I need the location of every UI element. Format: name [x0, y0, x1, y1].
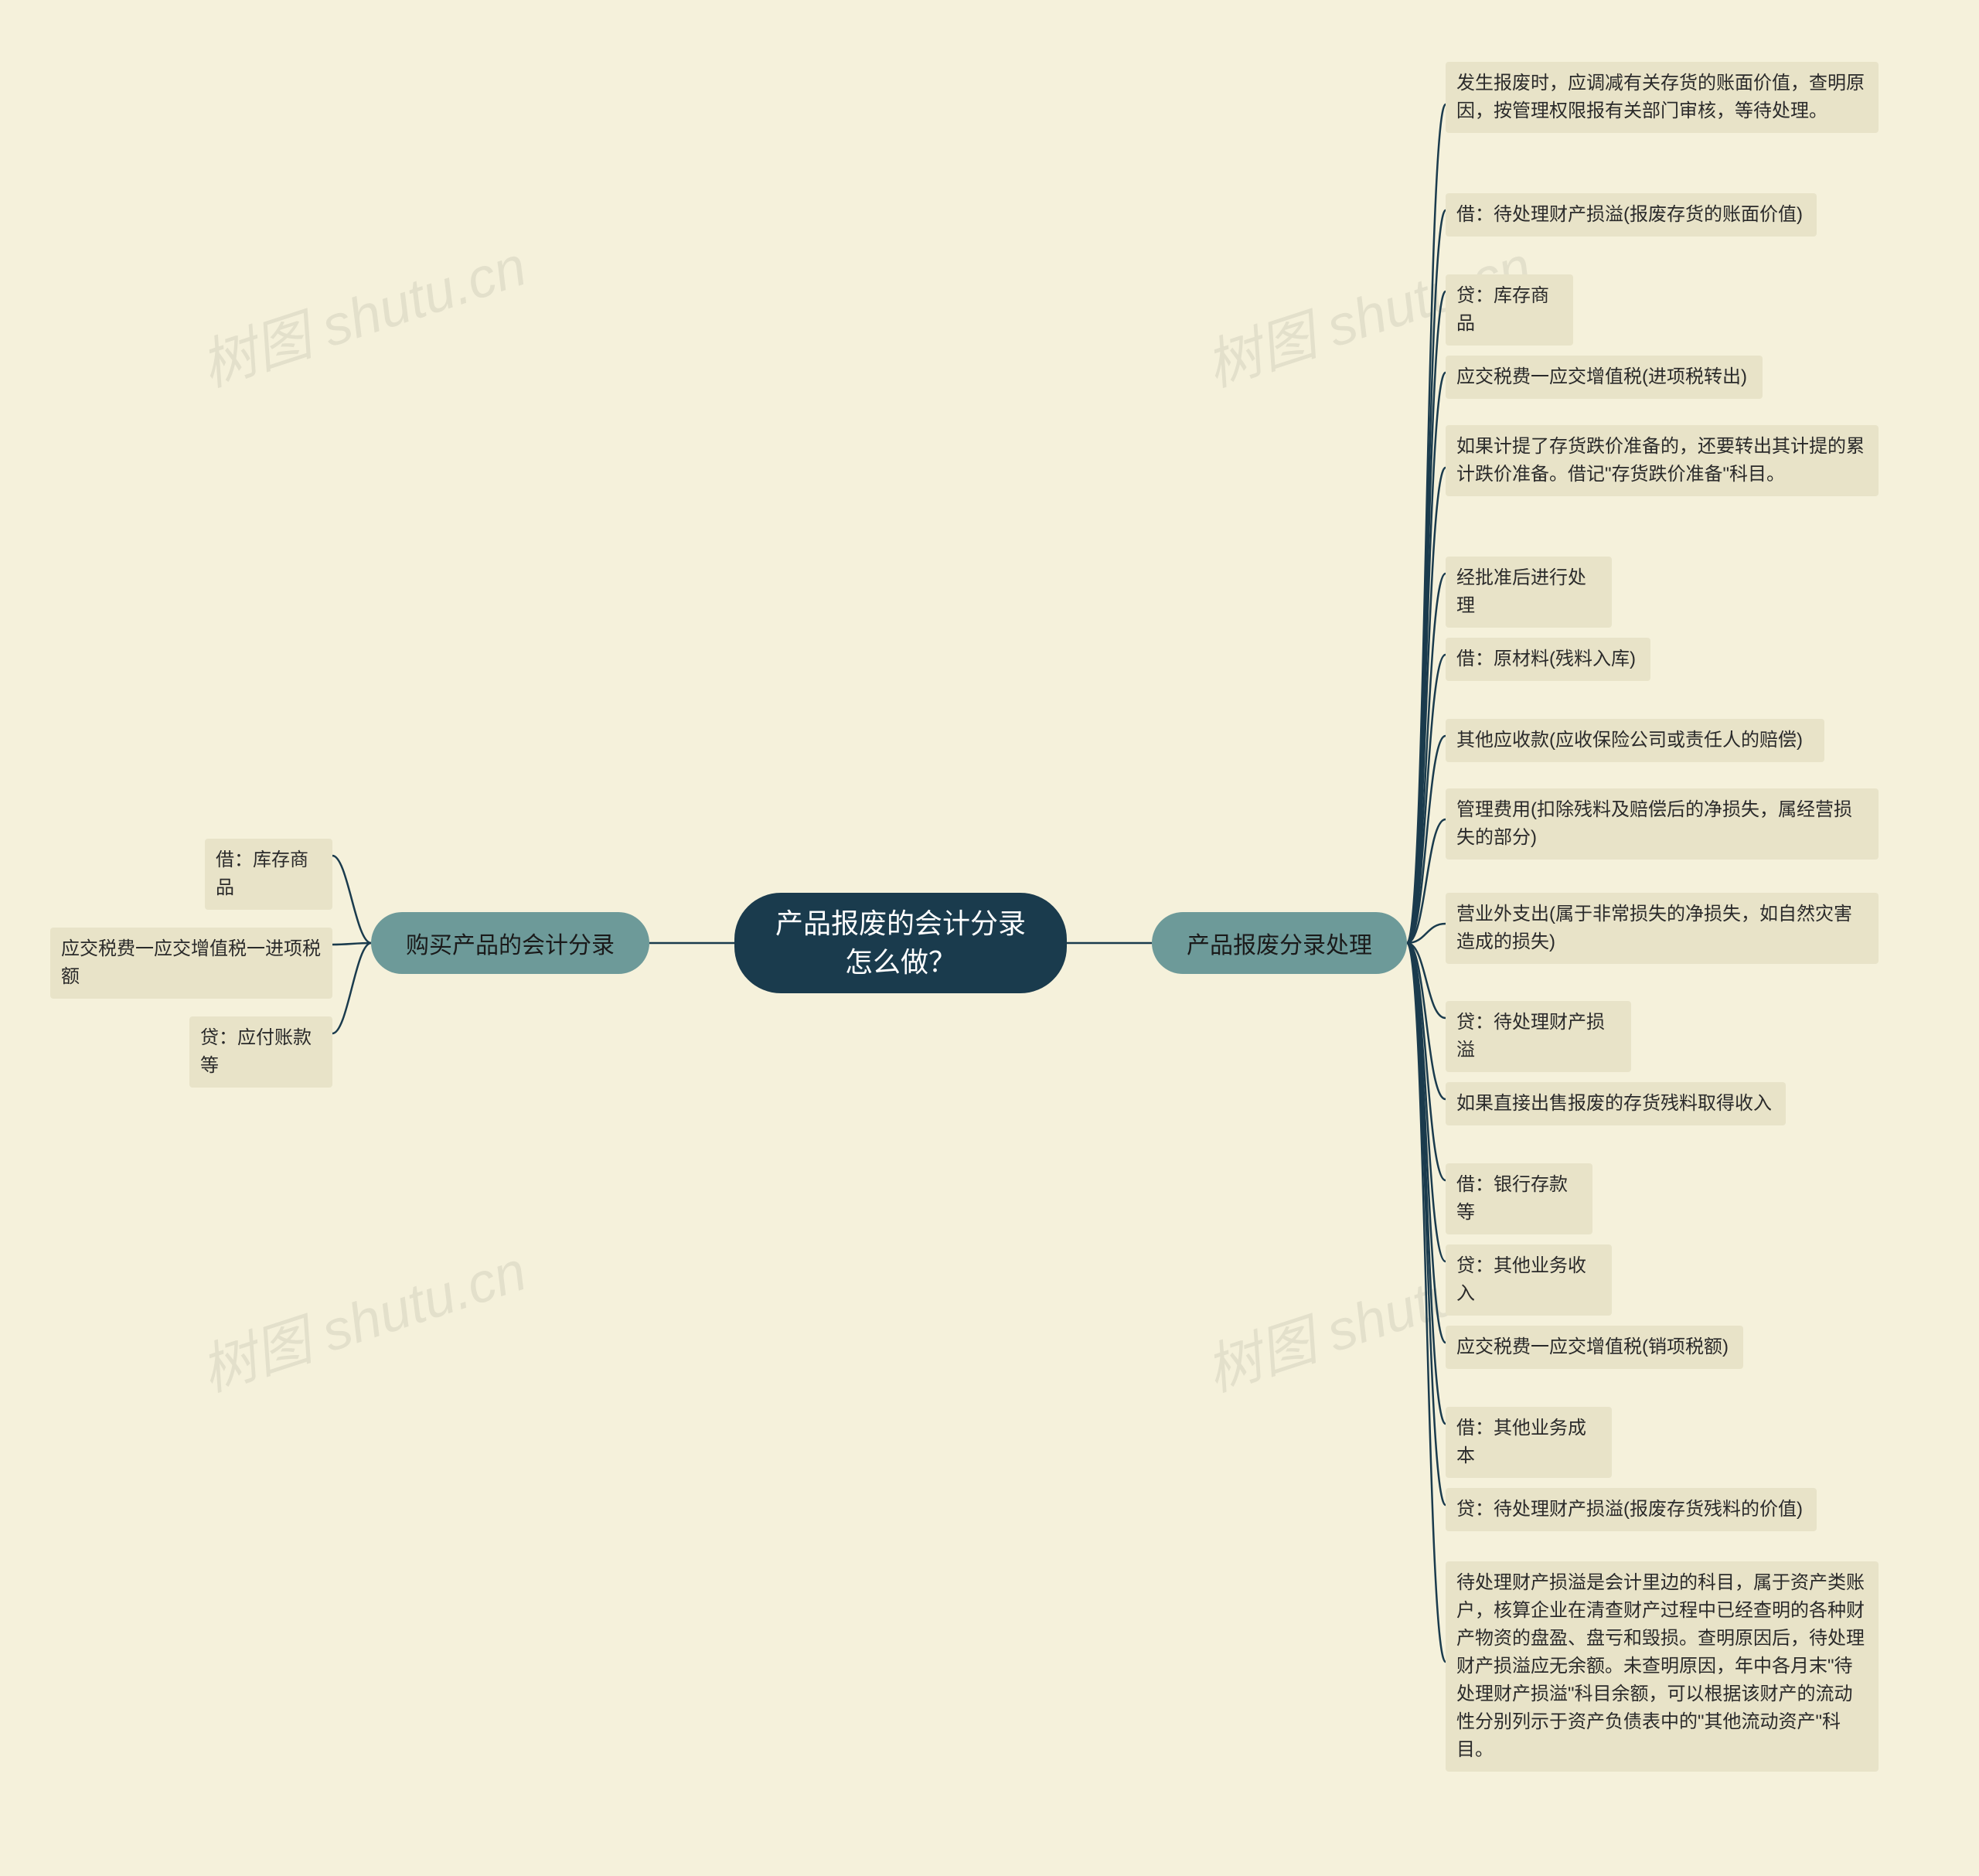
leaf-node[interactable]: 贷：应付账款等: [189, 1016, 332, 1088]
branch-purchase[interactable]: 购买产品的会计分录: [371, 912, 649, 974]
leaf-node[interactable]: 借：银行存款等: [1446, 1163, 1592, 1234]
leaf-text: 借：其他业务成本: [1456, 1415, 1601, 1470]
leaf-node[interactable]: 借：待处理财产损溢(报废存货的账面价值): [1446, 193, 1817, 237]
leaf-text: 管理费用(扣除残料及赔偿后的净损失，属经营损失的部分): [1456, 796, 1868, 852]
leaf-text: 贷：待处理财产损溢(报废存货残料的价值): [1456, 1496, 1803, 1524]
leaf-node[interactable]: 贷：其他业务收入: [1446, 1244, 1612, 1316]
leaf-node[interactable]: 其他应收款(应收保险公司或责任人的赔偿): [1446, 719, 1824, 762]
leaf-text: 借：银行存款等: [1456, 1171, 1582, 1227]
leaf-text: 经批准后进行处理: [1456, 564, 1601, 620]
leaf-node[interactable]: 借：库存商品: [205, 839, 332, 910]
branch-label: 购买产品的会计分录: [406, 926, 615, 960]
watermark: 树图 shutu.cn: [189, 1225, 534, 1407]
leaf-text: 贷：其他业务收入: [1456, 1252, 1601, 1308]
leaf-node[interactable]: 贷：待处理财产损溢: [1446, 1001, 1631, 1072]
leaf-node[interactable]: 营业外支出(属于非常损失的净损失，如自然灾害造成的损失): [1446, 893, 1879, 964]
leaf-text: 借：库存商品: [216, 846, 322, 902]
root-node[interactable]: 产品报废的会计分录怎么做？: [734, 893, 1067, 993]
leaf-text: 借：原材料(残料入库): [1456, 645, 1636, 673]
leaf-node[interactable]: 管理费用(扣除残料及赔偿后的净损失，属经营损失的部分): [1446, 788, 1879, 860]
leaf-text: 应交税费一应交增值税(进项税转出): [1456, 363, 1747, 391]
leaf-node[interactable]: 应交税费一应交增值税一进项税额: [50, 928, 332, 999]
leaf-text: 贷：待处理财产损溢: [1456, 1009, 1620, 1064]
leaf-node[interactable]: 待处理财产损溢是会计里边的科目，属于资产类账户，核算企业在清查财产过程中已经查明…: [1446, 1561, 1879, 1772]
leaf-node[interactable]: 贷：待处理财产损溢(报废存货残料的价值): [1446, 1488, 1817, 1531]
leaf-text: 其他应收款(应收保险公司或责任人的赔偿): [1456, 727, 1803, 754]
leaf-node[interactable]: 借：其他业务成本: [1446, 1407, 1612, 1478]
root-label: 产品报废的会计分录怎么做？: [773, 904, 1028, 982]
leaf-text: 发生报废时，应调减有关存货的账面价值，查明原因，按管理权限报有关部门审核，等待处…: [1456, 70, 1868, 125]
leaf-text: 应交税费一应交增值税一进项税额: [61, 935, 322, 991]
leaf-text: 借：待处理财产损溢(报废存货的账面价值): [1456, 201, 1803, 229]
leaf-node[interactable]: 应交税费一应交增值税(销项税额): [1446, 1326, 1743, 1369]
branch-scrap[interactable]: 产品报废分录处理: [1152, 912, 1407, 974]
leaf-node[interactable]: 发生报废时，应调减有关存货的账面价值，查明原因，按管理权限报有关部门审核，等待处…: [1446, 62, 1879, 133]
branch-label: 产品报废分录处理: [1187, 926, 1372, 960]
leaf-text: 营业外支出(属于非常损失的净损失，如自然灾害造成的损失): [1456, 901, 1868, 956]
leaf-text: 贷：库存商品: [1456, 282, 1562, 338]
leaf-node[interactable]: 如果计提了存货跌价准备的，还要转出其计提的累计跌价准备。借记"存货跌价准备"科目…: [1446, 425, 1879, 496]
leaf-text: 待处理财产损溢是会计里边的科目，属于资产类账户，核算企业在清查财产过程中已经查明…: [1456, 1569, 1868, 1764]
leaf-node[interactable]: 应交税费一应交增值税(进项税转出): [1446, 356, 1763, 399]
leaf-text: 如果计提了存货跌价准备的，还要转出其计提的累计跌价准备。借记"存货跌价准备"科目…: [1456, 433, 1868, 489]
leaf-node[interactable]: 借：原材料(残料入库): [1446, 638, 1650, 681]
leaf-text: 贷：应付账款等: [200, 1024, 322, 1080]
leaf-node[interactable]: 经批准后进行处理: [1446, 557, 1612, 628]
leaf-node[interactable]: 如果直接出售报废的存货残料取得收入: [1446, 1082, 1786, 1125]
leaf-node[interactable]: 贷：库存商品: [1446, 274, 1573, 346]
leaf-text: 应交税费一应交增值税(销项税额): [1456, 1333, 1729, 1361]
leaf-text: 如果直接出售报废的存货残料取得收入: [1456, 1090, 1772, 1118]
watermark: 树图 shutu.cn: [189, 220, 534, 402]
